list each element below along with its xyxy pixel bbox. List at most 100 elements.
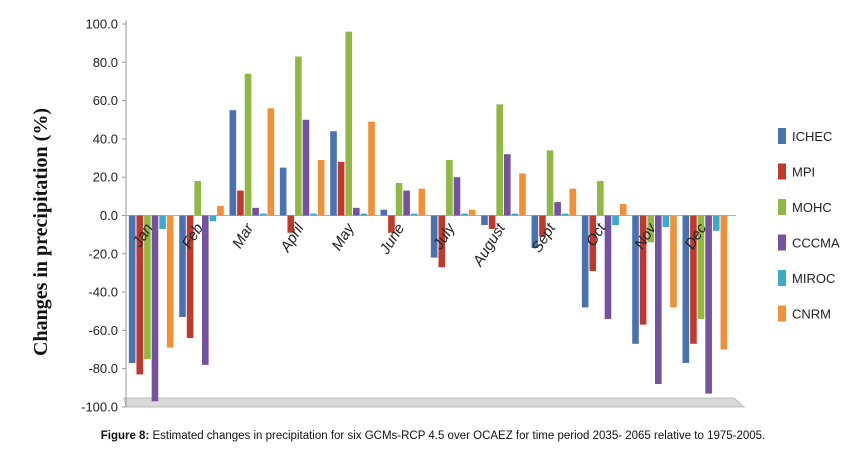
bar-miroc-mar bbox=[259, 213, 267, 216]
legend-label-mohc: MOHC bbox=[792, 200, 832, 215]
bar-cnrm-april bbox=[317, 159, 325, 216]
figure-caption: Figure 8: Estimated changes in precipita… bbox=[0, 430, 866, 442]
bar-ichec-dec bbox=[682, 215, 690, 363]
precipitation-change-chart: 100.0 80.0 60.0 40.0 20.0 0.0 -20.0 -40.0 -60.0 -… bbox=[30, 17, 840, 415]
bar-miroc-august bbox=[511, 213, 519, 216]
legend-label-ichec: ICHEC bbox=[792, 129, 832, 144]
bar-mohc-sept bbox=[546, 150, 554, 216]
bar-cccma-dec bbox=[705, 215, 712, 394]
bar-ichec-mar bbox=[229, 110, 237, 216]
legend-swatch-cnrm bbox=[778, 305, 786, 322]
bar-mohc-may bbox=[345, 31, 352, 216]
bar-cccma-august bbox=[504, 154, 511, 216]
bar-ichec-july bbox=[430, 215, 438, 258]
bar-ichec-april bbox=[279, 167, 287, 216]
bar-mpi-august bbox=[488, 215, 496, 229]
bar-cccma-july bbox=[453, 177, 461, 216]
bar-mohc-april bbox=[295, 56, 302, 216]
bar-cnrm-oct bbox=[619, 204, 627, 216]
bar-mohc-july bbox=[446, 159, 453, 216]
bar-cnrm-july bbox=[468, 209, 476, 216]
bar-cnrm-nov bbox=[670, 215, 677, 308]
category-label: April bbox=[277, 220, 308, 256]
y-tick-label: 0.0 bbox=[100, 208, 118, 223]
bar-mohc-oct bbox=[597, 181, 604, 216]
bar-mohc-august bbox=[496, 104, 503, 216]
legend-swatch-mohc bbox=[778, 199, 786, 215]
legend-label-miroc: MIROC bbox=[792, 271, 835, 286]
bar-miroc-july bbox=[461, 213, 468, 216]
bar-mpi-july bbox=[438, 215, 446, 268]
y-axis-label: Changes in precipitation (%) bbox=[30, 108, 52, 356]
bar-cnrm-feb bbox=[217, 205, 224, 216]
legend-swatch-mpi bbox=[778, 163, 786, 180]
bar-miroc-april bbox=[310, 213, 317, 216]
legend-swatch-ichec bbox=[778, 128, 786, 144]
y-tick-label: 40.0 bbox=[93, 131, 118, 146]
y-tick-label: -100.0 bbox=[81, 400, 118, 415]
legend-swatch-miroc bbox=[778, 270, 786, 286]
bar-mpi-april bbox=[287, 215, 295, 233]
bar-ichec-august bbox=[481, 215, 488, 226]
bar-mohc-mar bbox=[244, 73, 252, 216]
bar-cnrm-sept bbox=[569, 188, 577, 216]
bar-cccma-june bbox=[403, 190, 410, 216]
y-tick-label: 100.0 bbox=[85, 17, 118, 32]
category-labels: Jan Feb Mar April May June July August Sept Oct No… bbox=[129, 219, 711, 270]
bar-miroc-oct bbox=[612, 215, 619, 226]
y-tick-label: 80.0 bbox=[93, 55, 118, 70]
bar-cnrm-august bbox=[519, 173, 526, 216]
category-label: June bbox=[376, 221, 408, 258]
bar-mpi-sept bbox=[539, 215, 546, 237]
bar-cnrm-june bbox=[418, 188, 426, 216]
bar-ichec-june bbox=[380, 209, 388, 216]
y-tick-label: 60.0 bbox=[93, 93, 118, 108]
bar-cccma-jan bbox=[151, 215, 159, 402]
bar-cccma-mar bbox=[252, 207, 259, 216]
bar-mpi-mar bbox=[237, 190, 244, 216]
bar-ichec-sept bbox=[531, 215, 539, 249]
bar-ichec-oct bbox=[581, 215, 589, 308]
bar-mpi-may bbox=[337, 161, 345, 216]
bar-ichec-may bbox=[330, 131, 337, 216]
bar-mohc-dec bbox=[697, 215, 705, 319]
bar-mpi-feb bbox=[186, 215, 194, 339]
y-tick-label: 20.0 bbox=[93, 170, 118, 185]
bar-cccma-sept bbox=[554, 202, 561, 216]
bar-mpi-oct bbox=[589, 215, 597, 272]
bar-miroc-sept bbox=[561, 213, 569, 216]
bar-miroc-june bbox=[410, 213, 418, 216]
y-tick-label: -80.0 bbox=[88, 361, 118, 376]
bar-mpi-dec bbox=[690, 215, 697, 344]
y-tick-label: -20.0 bbox=[88, 246, 118, 261]
bar-ichec-feb bbox=[179, 215, 186, 317]
bar-miroc-feb bbox=[209, 215, 217, 222]
floor-plane bbox=[123, 397, 746, 408]
bar-cccma-may bbox=[353, 207, 360, 216]
legend-label-cnrm: CNRM bbox=[792, 307, 831, 322]
bar-mohc-june bbox=[395, 182, 403, 216]
bar-miroc-may bbox=[360, 213, 368, 216]
bar-cnrm-may bbox=[368, 121, 375, 216]
bar-mpi-june bbox=[388, 215, 395, 233]
bar-cccma-april bbox=[302, 119, 310, 216]
bar-cnrm-dec bbox=[720, 215, 728, 350]
category-label: May bbox=[328, 219, 358, 253]
legend-label-cccma: CCCMA bbox=[792, 236, 840, 251]
bar-miroc-dec bbox=[712, 215, 720, 231]
chart-3d-floor bbox=[123, 397, 746, 408]
figure-caption-label: Figure 8: bbox=[100, 430, 150, 442]
bar-cccma-feb bbox=[202, 215, 209, 365]
bar-cccma-nov bbox=[655, 215, 662, 385]
bar-mohc-jan bbox=[144, 215, 151, 360]
figure-caption-text: Estimated changes in precipitation for s… bbox=[149, 430, 766, 442]
y-tick-label: -60.0 bbox=[88, 323, 118, 338]
bar-mohc-nov bbox=[647, 215, 654, 243]
y-tick-label: -40.0 bbox=[88, 285, 118, 300]
y-tick-labels: 100.0 80.0 60.0 40.0 20.0 0.0 -20.0 -40.0 -60.0 -… bbox=[81, 17, 126, 415]
legend: ICHEC MPI MOHC CCCMA MIROC CNRM bbox=[778, 128, 840, 322]
bar-cnrm-mar bbox=[267, 108, 275, 216]
category-label: Mar bbox=[229, 220, 258, 252]
bar-mpi-jan bbox=[136, 215, 144, 375]
bars bbox=[128, 31, 728, 402]
